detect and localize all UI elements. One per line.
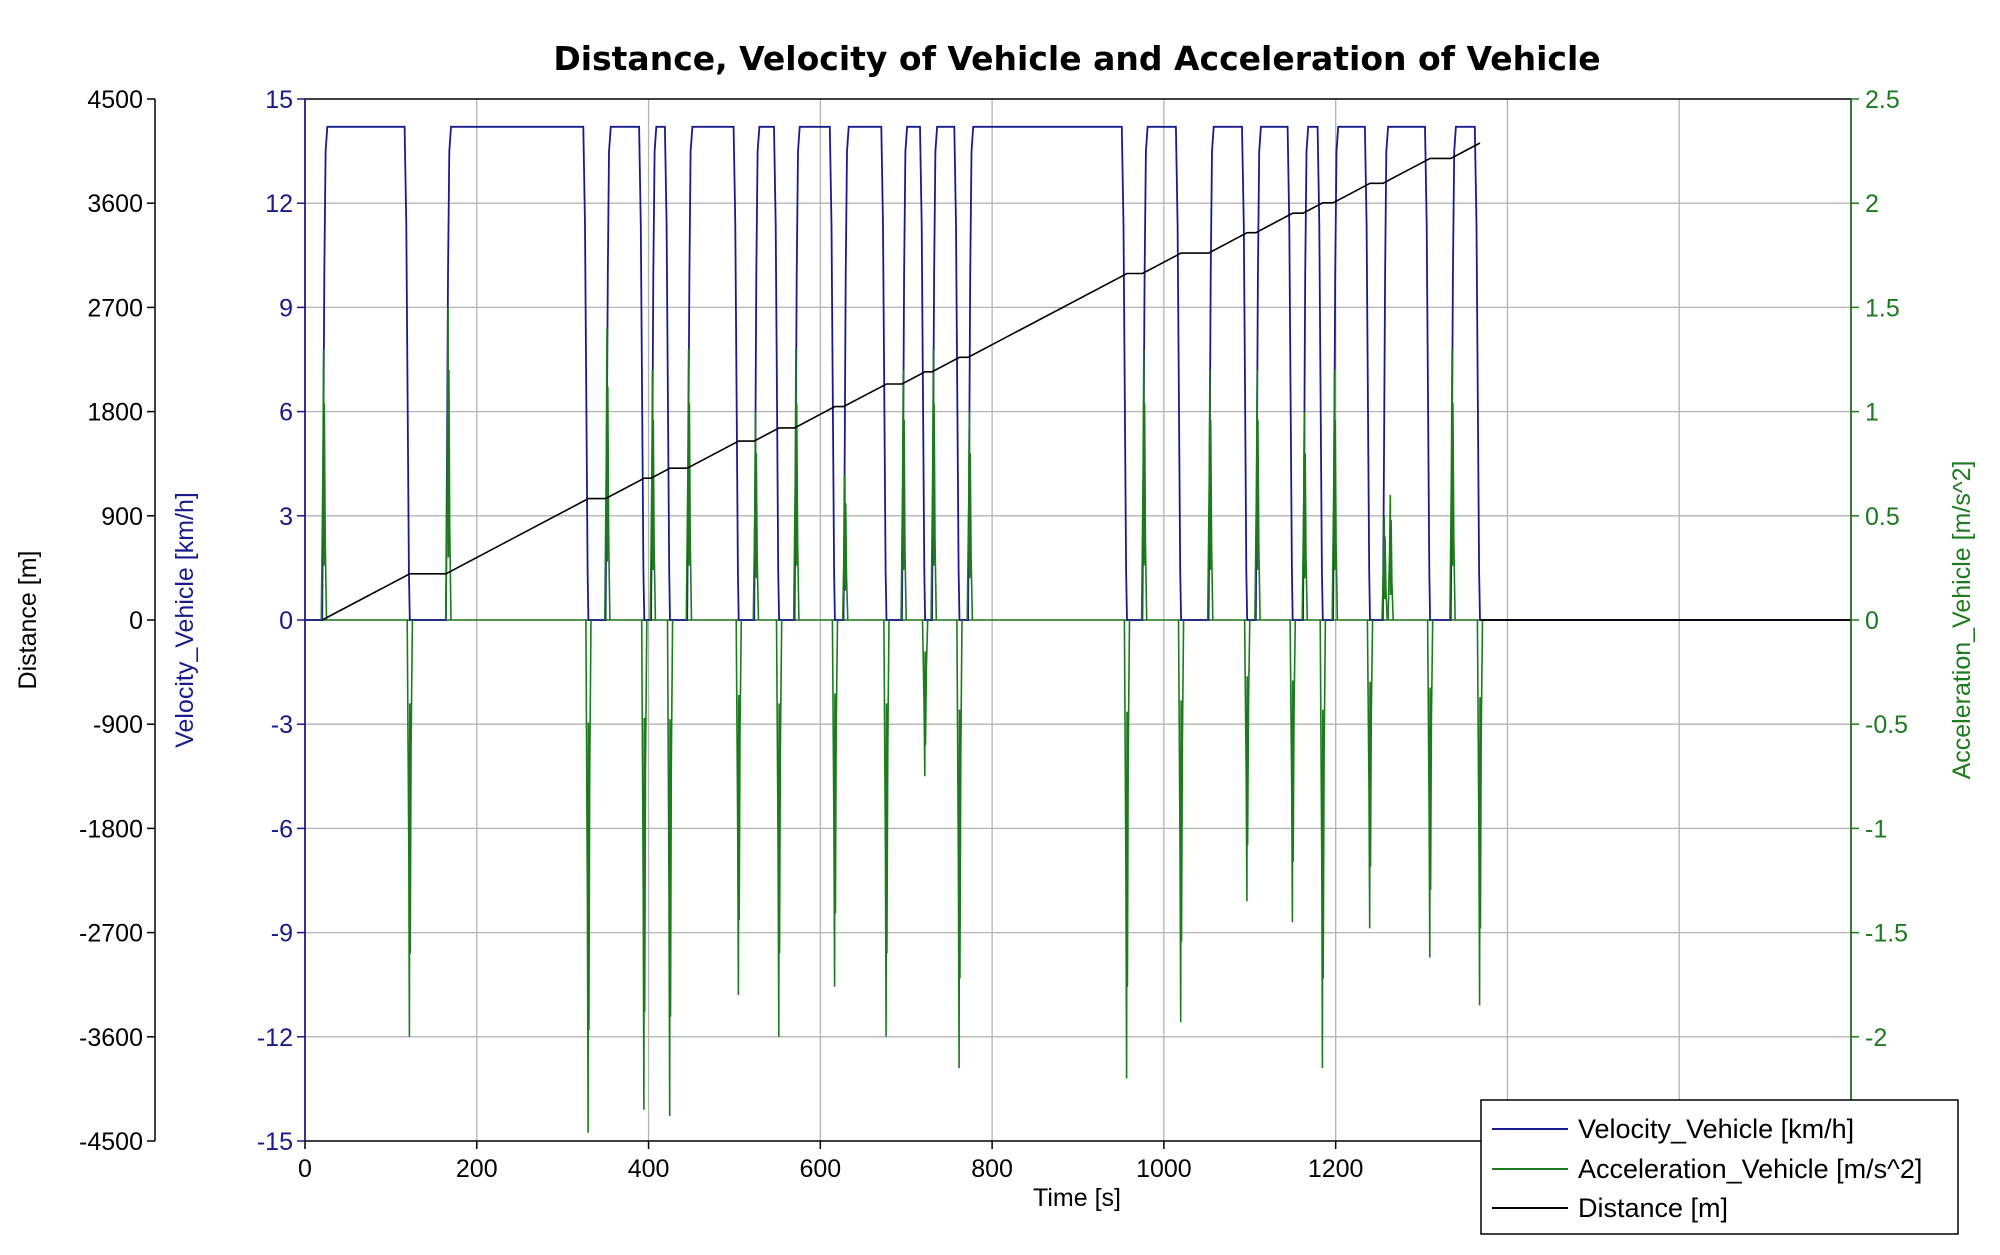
acceleration-spike [604, 328, 611, 621]
x-tick-label: 200 [456, 1155, 498, 1183]
deceleration-spike [1177, 619, 1185, 1023]
acceleration-tick-label: -0.5 [1865, 711, 1908, 739]
distance-tick-label: -4500 [79, 1128, 143, 1156]
axis-distance: 4500 3600 2700 1800 900 0 -900 -1800 -2700 -3600 -… [79, 86, 156, 1156]
velocity-tick-label: -6 [271, 815, 293, 843]
acceleration-spike [685, 349, 693, 621]
acceleration-spike [445, 307, 452, 621]
chart-title: Distance, Velocity of Vehicle and Accele… [553, 39, 1600, 78]
acceleration-spike [966, 411, 974, 621]
acceleration-spike [1331, 369, 1339, 621]
acceleration-spike [900, 369, 907, 621]
acceleration-spike [1301, 411, 1309, 621]
acceleration-spike [1140, 349, 1148, 621]
deceleration-spike [735, 619, 743, 996]
velocity-axis-label: Velocity_Vehicle [km/h] [171, 492, 199, 748]
deceleration-spike [921, 619, 929, 777]
acceleration-tick-label: -1 [1865, 815, 1887, 843]
velocity-line [305, 125, 1851, 621]
velocity-tick-label: 3 [279, 503, 293, 531]
velocity-tick-label: -9 [271, 920, 293, 948]
deceleration-spike [640, 619, 648, 1110]
acceleration-spike [792, 349, 800, 621]
deceleration-spike [1426, 619, 1434, 958]
distance-tick-label: -900 [93, 711, 143, 739]
acceleration-spike [1254, 369, 1261, 621]
acceleration-spike [930, 349, 938, 621]
x-tick-label: 400 [628, 1155, 670, 1183]
deceleration-spike [1289, 619, 1297, 923]
distance-line [321, 142, 1481, 621]
deceleration-spike [831, 619, 839, 987]
velocity-tick-label: -12 [257, 1024, 293, 1052]
acceleration-tick-label: 2 [1865, 190, 1879, 218]
deceleration-spike [585, 619, 592, 1133]
acceleration-spike [752, 411, 760, 621]
axis-acceleration: 2.521.510.50-0.5-1-1.5-2-2.5 [1850, 86, 1908, 1156]
distance-tick-label: -1800 [79, 815, 143, 843]
x-axis-label: Time [s] [1033, 1184, 1121, 1212]
distance-tick-label: 2700 [87, 294, 143, 322]
series-distance [321, 142, 1851, 621]
legend: Velocity_Vehicle [km/h] Acceleration_Veh… [1480, 1099, 1959, 1235]
acceleration-spike [1206, 369, 1214, 621]
acceleration-tick-label: 1 [1865, 399, 1879, 427]
acceleration-spike [1381, 515, 1388, 621]
x-tick-label: 0 [298, 1155, 312, 1183]
velocity-tick-label: 0 [279, 607, 293, 635]
legend-box [1480, 1099, 1959, 1235]
deceleration-spike [1319, 619, 1327, 1069]
deceleration-spike [1366, 619, 1374, 929]
x-tick-label: 800 [971, 1155, 1013, 1183]
distance-axis-label: Distance [m] [14, 551, 42, 690]
distance-tick-label: -2700 [79, 920, 143, 948]
distance-tick-label: -3600 [79, 1024, 143, 1052]
acceleration-spike [320, 349, 328, 621]
velocity-tick-label: 12 [265, 190, 293, 218]
x-tick-label: 1200 [1308, 1155, 1364, 1183]
acceleration-tick-label: -1.5 [1865, 920, 1908, 948]
distance-tick-label: 1800 [87, 399, 143, 427]
acceleration-tick-label: 0 [1865, 607, 1879, 635]
acceleration-tick-label: 0.5 [1865, 503, 1900, 531]
series-acceleration [320, 307, 1484, 1133]
velocity-tick-label: 6 [279, 399, 293, 427]
x-tick-label: 1000 [1136, 1155, 1192, 1183]
deceleration-spike [1476, 619, 1484, 1006]
acceleration-axis-label: Acceleration_Vehicle [m/s^2] [1948, 461, 1976, 780]
deceleration-spike [1123, 619, 1131, 1079]
deceleration-spike [956, 619, 963, 1069]
legend-label-distance: Distance [m] [1578, 1193, 1728, 1223]
acceleration-tick-label: -2 [1865, 1024, 1887, 1052]
axis-velocity: 15 12 9 6 3 0 -3 -6 -9 -12 -15 [257, 86, 306, 1156]
acceleration-spike [649, 369, 657, 621]
deceleration-spike [1243, 619, 1251, 902]
x-tick-label: 600 [799, 1155, 841, 1183]
legend-label-acceleration: Acceleration_Vehicle [m/s^2] [1578, 1154, 1922, 1184]
acceleration-tick-label: 2.5 [1865, 86, 1900, 114]
acceleration-spike [841, 474, 849, 621]
velocity-tick-label: 9 [279, 294, 293, 322]
deceleration-spike [883, 619, 890, 1037]
deceleration-spike [666, 619, 674, 1117]
distance-tick-label: 4500 [87, 86, 143, 114]
legend-label-velocity: Velocity_Vehicle [km/h] [1578, 1114, 1854, 1144]
series-velocity [305, 125, 1851, 621]
velocity-tick-label: -15 [257, 1128, 293, 1156]
acceleration-spike [1387, 494, 1394, 621]
velocity-tick-label: 15 [265, 86, 293, 114]
distance-tick-label: 0 [129, 607, 143, 635]
deceleration-spike [775, 619, 783, 1037]
velocity-tick-label: -3 [271, 711, 293, 739]
distance-tick-label: 3600 [87, 190, 143, 218]
deceleration-spike [406, 619, 414, 1037]
axis-x: 0200400600800100012001400 [298, 1141, 1535, 1183]
distance-tick-label: 900 [101, 503, 143, 531]
acceleration-tick-label: 1.5 [1865, 294, 1900, 322]
acceleration-spike [1449, 349, 1456, 621]
